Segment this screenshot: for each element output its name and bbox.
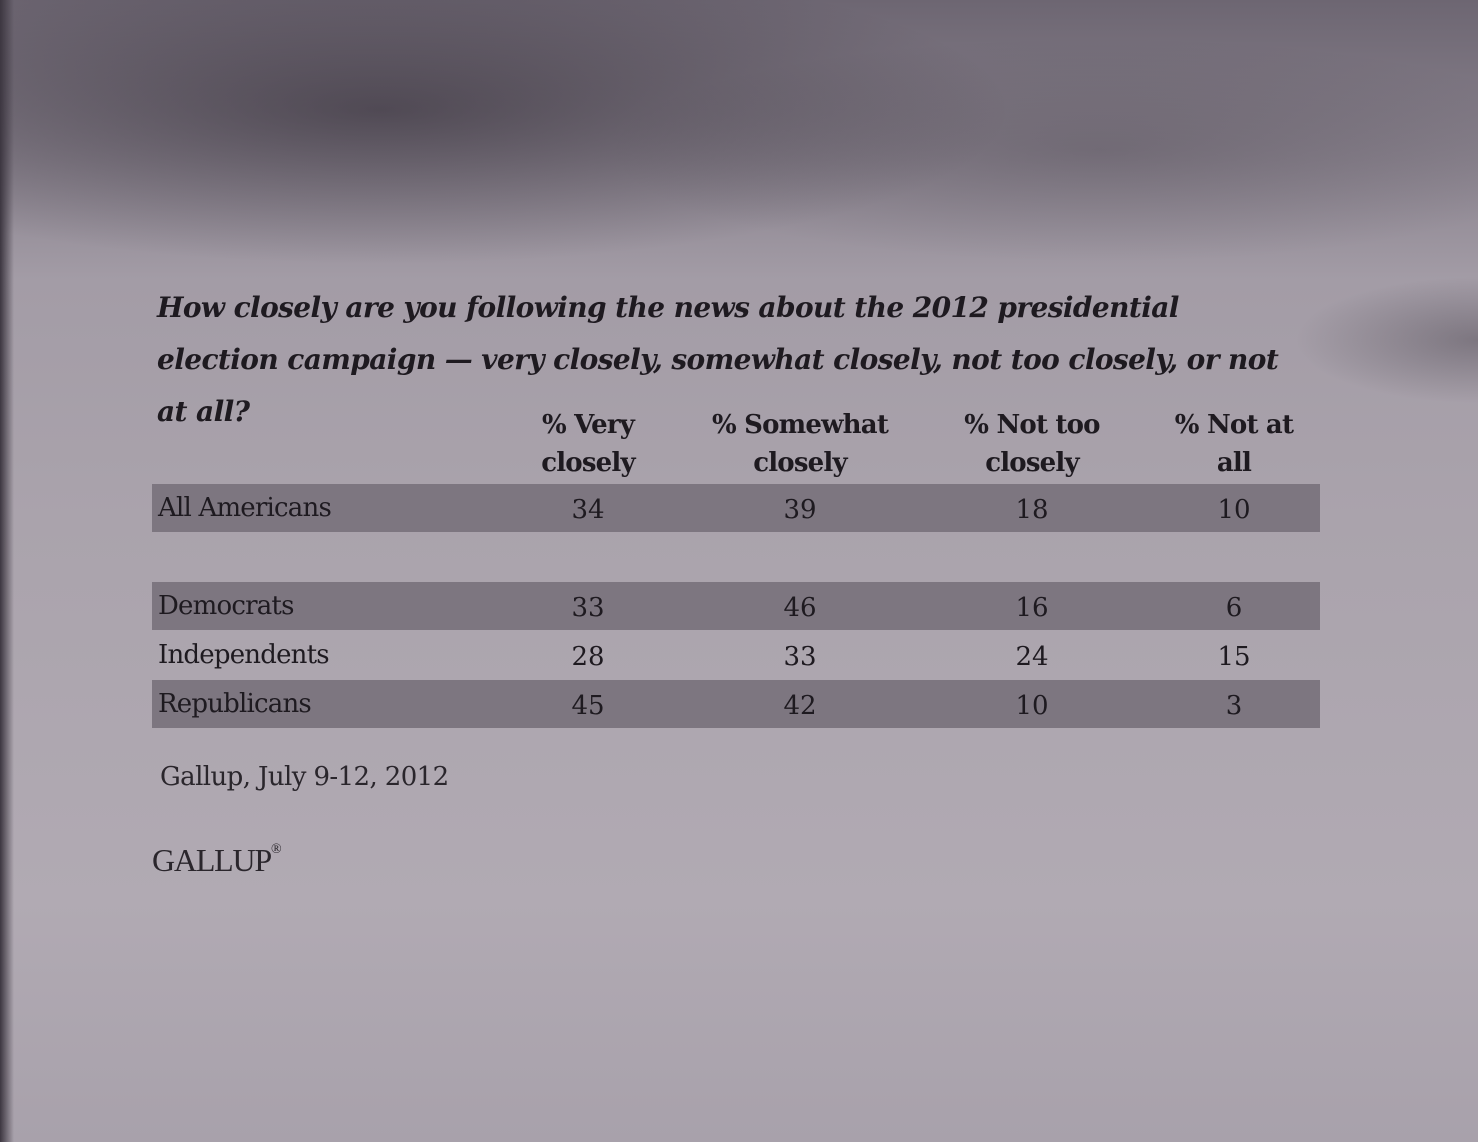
source-citation: Gallup, July 9-12, 2012 (160, 762, 449, 792)
table-row-all-americans: All Americans 34 39 18 10 (152, 484, 1320, 532)
table-cell: 6 (1225, 593, 1243, 623)
table-row-independents: Independents 28 33 24 15 (152, 631, 1320, 679)
column-header-line: closely (753, 448, 847, 478)
column-header-line: all (1216, 448, 1252, 478)
column-header-line: closely (541, 448, 635, 478)
survey-question: How closely are you following the news a… (157, 291, 1279, 428)
column-header-line: % Not too (964, 410, 1100, 440)
column-header-line: % Somewhat (711, 410, 889, 440)
table-cell: 33 (783, 642, 817, 672)
table-cell: 34 (571, 495, 605, 525)
table-cell: 33 (571, 593, 605, 623)
page-edge-shadow (0, 0, 14, 1142)
column-header-not-at-all: % Not at all (1124, 406, 1344, 482)
table-cell: 45 (571, 691, 605, 721)
row-label: Republicans (158, 689, 312, 719)
row-label: Democrats (158, 591, 294, 621)
registered-mark-icon: ® (271, 842, 282, 857)
table-cell: 18 (1015, 495, 1049, 525)
table-cell: 28 (571, 642, 605, 672)
table-row-republicans: Republicans 45 42 10 3 (152, 680, 1320, 728)
logo-text: GALLUP (152, 842, 272, 878)
table-cell: 10 (1015, 691, 1049, 721)
column-header-line: % Not at (1174, 410, 1294, 440)
gallup-logo: GALLUP® (152, 842, 282, 879)
table-row-democrats: Democrats 33 46 16 6 (152, 582, 1320, 630)
table-cell: 10 (1217, 495, 1251, 525)
table-cell: 24 (1015, 642, 1049, 672)
column-header-not-too-closely: % Not too closely (922, 406, 1142, 482)
row-label: Independents (158, 640, 330, 670)
table-cell: 16 (1015, 593, 1049, 623)
column-header-line: closely (985, 448, 1079, 478)
column-header-very-closely: % Very closely (478, 406, 698, 482)
table-cell: 3 (1225, 691, 1243, 721)
column-header-line: % Very (541, 410, 635, 440)
table-cell: 15 (1217, 642, 1251, 672)
row-label: All Americans (158, 493, 332, 523)
table-cell: 42 (783, 691, 817, 721)
table-cell: 46 (783, 593, 817, 623)
table-cell: 39 (783, 495, 817, 525)
column-header-somewhat-closely: % Somewhat closely (690, 406, 910, 482)
